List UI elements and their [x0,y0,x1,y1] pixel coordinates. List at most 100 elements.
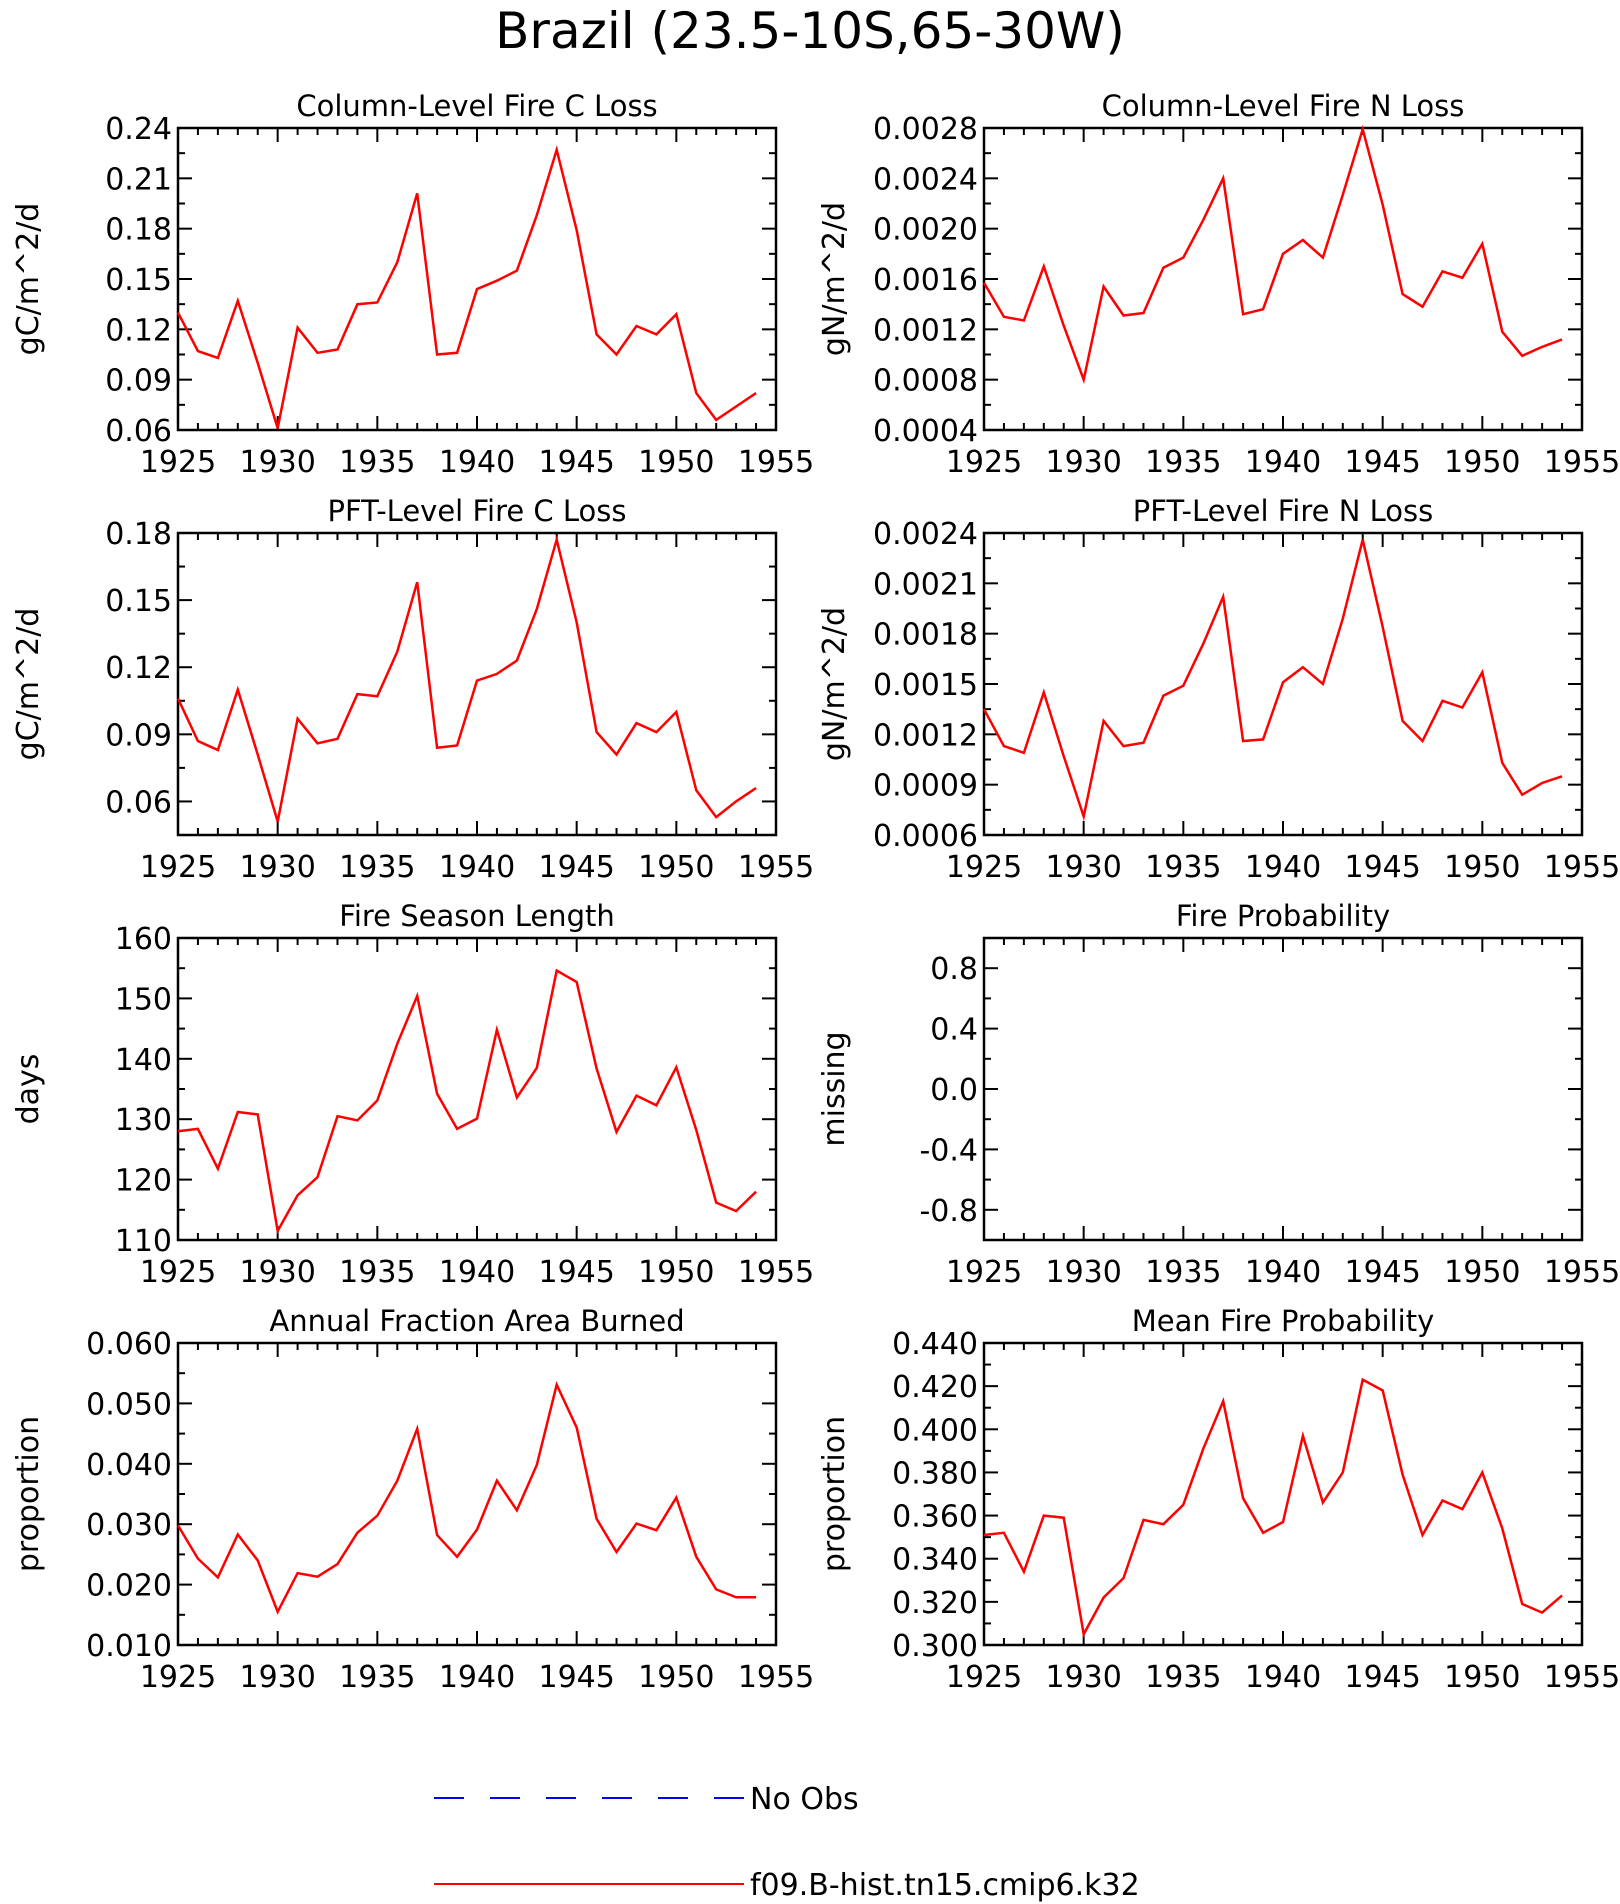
y-tick-label: 0.06 [105,785,172,820]
x-tick-label: 1955 [738,850,814,885]
y-tick-label: 140 [115,1043,172,1078]
x-tick-label: 1950 [1444,1660,1520,1695]
y-tick-label: 160 [115,922,172,957]
x-tick-label: 1935 [1145,1255,1221,1290]
x-tick-label: 1940 [439,445,515,480]
x-tick-label: 1930 [1045,1660,1121,1695]
y-axis-label: missing [817,1031,852,1146]
y-tick-label: 0.040 [86,1448,172,1483]
panel-title: Column-Level Fire C Loss [296,89,657,123]
panel-5: Fire Season Length 1925 1930 1935 1940 1945 19… [11,899,814,1290]
y-tick-label: 110 [115,1224,172,1259]
y-tick-label: 0.15 [105,584,172,619]
legend: No Obs f09.B-hist.tn15.cmip6.k32 [434,1782,1140,1903]
x-tick-label: 1935 [339,850,415,885]
x-tick-label: 1930 [1045,445,1121,480]
x-tick-label: 1940 [439,1255,515,1290]
y-axis-label: days [11,1054,46,1125]
x-tick-label: 1940 [1245,1255,1321,1290]
x-tick-label: 1925 [140,850,216,885]
y-tick-label: 0.09 [105,364,172,399]
series-line [982,539,1563,822]
y-axis-label: gC/m^2/d [11,203,46,356]
y-tick-label: 0.8 [930,952,978,987]
y-tick-label: -0.8 [919,1194,978,1229]
x-tick-label: 1950 [638,850,714,885]
x-tick-label: 1925 [140,1660,216,1695]
plot-frame [982,126,1584,432]
y-axis-label: proportion [817,1416,852,1572]
x-tick-label: 1925 [946,1255,1022,1290]
x-tick-label: 1950 [638,445,714,480]
x-tick-label: 1955 [738,1660,814,1695]
x-tick-label: 1945 [1344,850,1420,885]
panel-1: Column-Level Fire C Loss 1925 1930 1935 1940… [11,89,814,480]
x-tick-label: 1955 [738,445,814,480]
x-tick-label: 1955 [1544,850,1620,885]
x-tick-label: 1945 [1344,1255,1420,1290]
y-tick-label: 0.18 [105,213,172,248]
x-tick-label: 1945 [538,1660,614,1695]
x-tick-label: 1945 [1344,445,1420,480]
y-tick-label: 0.0015 [873,668,978,703]
figure-title: Brazil (23.5-10S,65-30W) [495,2,1125,60]
series-line [176,1380,757,1615]
plot-frame [176,1341,778,1647]
plot-frame [982,936,1584,1242]
panel-4: PFT-Level Fire N Loss 1925 1930 1935 1940 194… [817,494,1620,885]
y-tick-label: 0.320 [892,1586,978,1621]
x-tick-label: 1930 [1045,1255,1121,1290]
x-tick-label: 1935 [1145,850,1221,885]
x-tick-label: 1925 [140,445,216,480]
x-tick-label: 1935 [1145,445,1221,480]
series-line [983,1377,1563,1638]
series-line [982,124,1563,385]
y-tick-label: 0.12 [105,313,172,348]
y-tick-label: 0.06 [105,414,172,449]
x-tick-label: 1950 [638,1255,714,1290]
y-tick-label: 0.060 [86,1327,172,1362]
x-tick-label: 1950 [1444,850,1520,885]
x-tick-label: 1935 [339,1255,415,1290]
y-tick-label: 0.4 [930,1013,978,1048]
y-axis-label: gN/m^2/d [817,202,852,356]
y-tick-label: 0.0009 [873,769,978,804]
x-tick-label: 1940 [439,1660,515,1695]
x-tick-label: 1935 [1145,1660,1221,1695]
y-tick-label: 0.15 [105,263,172,298]
y-axis-label: proportion [11,1416,46,1572]
y-tick-label: 0.0012 [873,313,978,348]
legend-obs-label: No Obs [750,1782,859,1817]
x-tick-label: 1930 [239,850,315,885]
panel-7: Annual Fraction Area Burned 1925 1930 1935 1… [11,1304,814,1695]
panel-title: Fire Probability [1176,899,1390,933]
y-tick-label: -0.4 [919,1133,978,1168]
y-tick-label: 0.360 [892,1500,978,1535]
x-tick-label: 1930 [239,1255,315,1290]
x-tick-label: 1940 [1245,850,1321,885]
y-tick-label: 0.0024 [873,517,978,552]
y-tick-label: 0.020 [86,1569,172,1604]
y-tick-label: 0.400 [892,1413,978,1448]
y-tick-label: 0.0028 [873,112,978,147]
x-tick-label: 1930 [1045,850,1121,885]
y-tick-label: 0.380 [892,1456,978,1491]
legend-model-label: f09.B-hist.tn15.cmip6.k32 [750,1868,1140,1903]
x-tick-label: 1925 [140,1255,216,1290]
x-tick-label: 1925 [946,850,1022,885]
x-tick-label: 1940 [1245,1660,1321,1695]
y-tick-label: 0.0006 [873,819,978,854]
y-tick-label: 0.24 [105,112,172,147]
panels: Column-Level Fire C Loss 1925 1930 1935 1940… [11,89,1620,1695]
plot-frame [982,1341,1584,1647]
series-line [176,145,757,429]
panel-title: PFT-Level Fire N Loss [1133,494,1433,528]
y-tick-label: 0.0020 [873,213,978,248]
x-tick-label: 1955 [1544,1660,1620,1695]
y-tick-label: 0.21 [105,162,172,197]
x-tick-label: 1955 [1544,1255,1620,1290]
y-tick-label: 0.0 [930,1073,978,1108]
x-tick-label: 1940 [439,850,515,885]
y-tick-label: 0.09 [105,718,172,753]
x-tick-label: 1925 [946,1660,1022,1695]
